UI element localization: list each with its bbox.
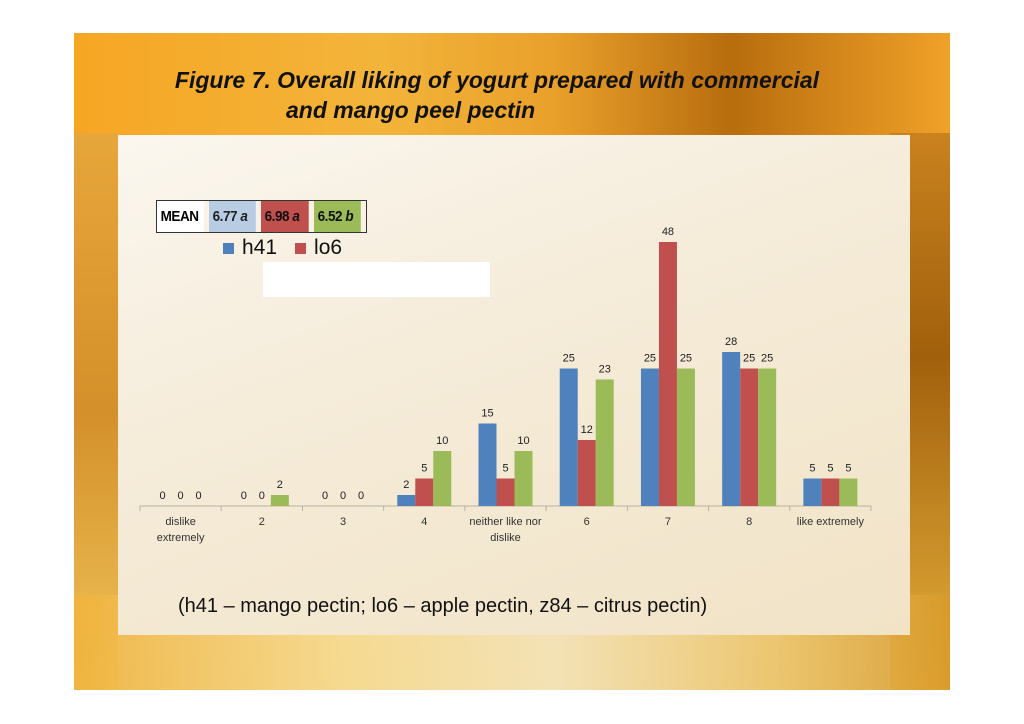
bar-series-3-cat-9	[839, 478, 858, 506]
bar-series-3-cat-2	[270, 495, 289, 506]
bar-series-3-cat-6	[595, 379, 614, 506]
data-label: 23	[599, 364, 611, 376]
data-label: 10	[436, 435, 448, 447]
bar-series-2-cat-5	[496, 478, 515, 506]
bar-series-3-cat-5	[514, 451, 533, 506]
data-label: 5	[845, 463, 851, 475]
bar-series-1-cat-9	[803, 478, 822, 506]
x-tick-label: 3	[340, 516, 346, 528]
data-label: 5	[827, 463, 833, 475]
data-label: 2	[403, 479, 409, 491]
figure-title-line-2: and mango peel pectin	[286, 97, 536, 123]
bar-series-1-cat-7	[640, 368, 659, 506]
data-label: 0	[241, 490, 247, 502]
legend-item-h41: h41	[223, 236, 277, 260]
legend-item-lo6: lo6	[295, 236, 342, 260]
bar-series-3-cat-7	[676, 368, 695, 506]
data-label: 48	[662, 226, 674, 238]
data-label: 5	[421, 463, 427, 475]
bar-series-3-cat-4	[433, 451, 452, 506]
data-label: 0	[322, 490, 328, 502]
mean-table: MEAN 6.77 a 6.98 a 6.52 b	[156, 200, 367, 233]
data-label: 12	[581, 424, 593, 436]
legend-swatch-lo6	[295, 242, 307, 254]
legend-cover-box	[263, 262, 490, 297]
mean-label: MEAN	[157, 201, 204, 232]
mean-value-h41: 6.77 a	[209, 201, 256, 232]
x-tick-label: 6	[584, 516, 590, 528]
bar-series-3-cat-8	[758, 368, 777, 506]
data-label: 0	[340, 490, 346, 502]
bar-series-1-cat-6	[559, 368, 578, 506]
bar-series-2-cat-9	[821, 478, 840, 506]
legend-swatch-h41	[223, 242, 234, 254]
bar-series-1-cat-5	[478, 423, 497, 506]
x-tick-label: dislike	[490, 532, 521, 544]
data-label: 25	[644, 353, 656, 365]
bar-series-2-cat-4	[415, 478, 434, 506]
legend-label-lo6: lo6	[314, 236, 343, 259]
slide-background: Figure 7. Overall liking of yogurt prepa…	[74, 33, 950, 690]
bar-series-2-cat-8	[740, 368, 759, 506]
bar-series-2-cat-6	[577, 440, 596, 506]
data-label: 28	[725, 336, 737, 348]
bar-series-1-cat-8	[722, 352, 741, 506]
data-label: 25	[563, 353, 575, 365]
data-label: 0	[259, 490, 265, 502]
data-label: 2	[277, 479, 283, 491]
x-tick-label: extremely	[157, 532, 205, 544]
data-label: 25	[743, 353, 755, 365]
data-label: 0	[160, 490, 166, 502]
bar-series-2-cat-7	[658, 242, 677, 506]
x-tick-label: neither like nor	[469, 516, 541, 528]
x-tick-label: 2	[259, 516, 265, 528]
data-label: 0	[196, 490, 202, 502]
data-label: 0	[178, 490, 184, 502]
x-tick-label: 7	[665, 516, 671, 528]
mean-value-z84: 6.52 b	[314, 201, 361, 232]
figure-title-line-1: Figure 7. Overall liking of yogurt prepa…	[174, 67, 820, 93]
x-tick-label: 4	[421, 516, 427, 528]
data-label: 15	[481, 408, 493, 420]
legend-label-h41: h41	[242, 236, 278, 259]
footnote: (h41 – mango pectin; lo6 – apple pectin,…	[178, 595, 708, 617]
x-tick-label: like extremely	[797, 516, 865, 528]
figure-title: Figure 7. Overall liking of yogurt prepa…	[74, 65, 950, 125]
bar-series-1-cat-4	[397, 495, 416, 506]
data-label: 5	[809, 463, 815, 475]
data-label: 5	[502, 463, 508, 475]
mean-value-lo6: 6.98 a	[261, 201, 309, 232]
data-label: 25	[761, 353, 773, 365]
data-label: 25	[680, 353, 692, 365]
x-tick-label: 8	[746, 516, 752, 528]
data-label: 10	[517, 435, 529, 447]
chart-legend: h41 lo6	[223, 236, 360, 260]
data-label: 0	[358, 490, 364, 502]
x-tick-label: dislike	[165, 516, 196, 528]
